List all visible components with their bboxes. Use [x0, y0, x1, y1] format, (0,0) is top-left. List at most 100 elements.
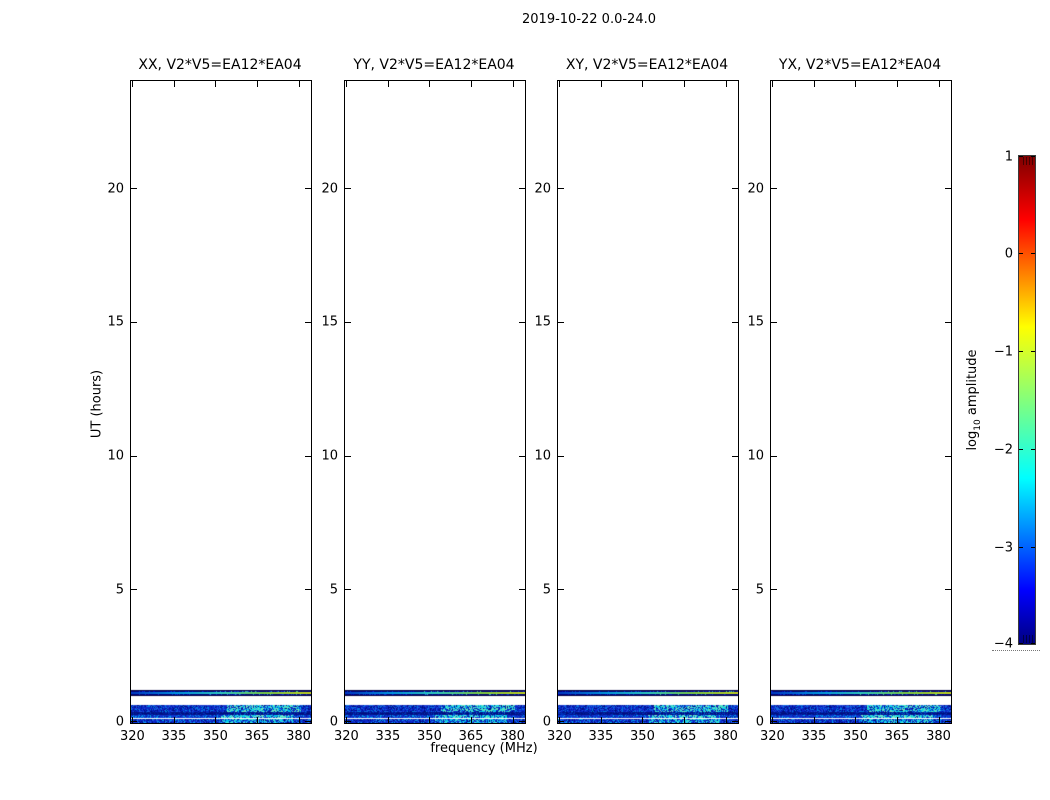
x-tick-label: 335 [161, 729, 187, 744]
y-tick [771, 188, 777, 189]
plot-area: 320 335 350 365 380 0 5 10 15 20 [107, 80, 312, 744]
x-tick [684, 717, 685, 723]
colorbar-tick [1031, 156, 1035, 157]
y-tick-label: 0 [329, 714, 338, 729]
panel-title: XY, V2*V5=EA12*EA04 [565, 57, 729, 73]
x-tick [855, 81, 857, 87]
x-tick-label: 335 [375, 729, 401, 744]
y-tick-label: 20 [107, 181, 124, 196]
y-tick [519, 188, 525, 189]
y-tick [305, 721, 311, 722]
colorbar-tick [1019, 449, 1023, 450]
heatmap-panel-xx: XX, V2*V5=EA12*EA04 320 335 350 365 380 0 5 10 1… [107, 57, 312, 744]
x-tick-label: 365 [458, 729, 484, 744]
x-tick-label: 365 [244, 729, 270, 744]
x-tick [429, 717, 431, 723]
y-tick [345, 188, 351, 189]
colorbar-label-prefix: log [965, 430, 981, 451]
x-tick [897, 81, 898, 87]
x-tick [132, 81, 134, 87]
x-tick [471, 717, 472, 723]
y-tick-label: 20 [747, 181, 764, 196]
y-tick-label: 10 [107, 448, 124, 464]
y-tick [519, 721, 525, 722]
x-tick [772, 81, 774, 87]
x-tick-label: 335 [588, 729, 614, 744]
colorbar-bottom-hatch-marks [1021, 635, 1033, 643]
colorbar-extend-dotted-line [992, 650, 1040, 651]
y-tick-label: 10 [747, 448, 764, 464]
x-tick [298, 717, 300, 723]
y-tick [519, 321, 525, 323]
colorbar-tick [1019, 253, 1023, 254]
colorbar-tick [1019, 351, 1023, 352]
colorbar-top-hatch-marks [1021, 157, 1033, 165]
x-tick [429, 81, 431, 87]
colorbar-wrap: 1 0 −1 −2 −3 −4 [994, 149, 1036, 651]
colorbar [1018, 155, 1036, 645]
x-tick [298, 81, 300, 87]
x-tick [813, 717, 815, 723]
y-tick-label: 5 [542, 582, 551, 598]
colorbar-tick [1019, 156, 1023, 157]
x-tick-label: 350 [630, 729, 655, 744]
x-tick-label: 350 [203, 729, 228, 744]
x-tick [559, 81, 561, 87]
x-tick [725, 717, 727, 723]
x-tick [642, 81, 644, 87]
y-tick-label: 10 [321, 448, 338, 464]
y-tick-label: 5 [115, 582, 124, 598]
x-tick-label: 320 [546, 729, 572, 744]
colorbar-tick-label: −2 [993, 442, 1013, 457]
x-tick [813, 81, 815, 87]
y-tick [305, 321, 311, 323]
y-tick-label: 0 [115, 714, 124, 729]
x-tick [257, 717, 258, 723]
panel-title: YY, V2*V5=EA12*EA04 [353, 57, 515, 73]
y-tick [732, 721, 738, 722]
colorbar-tick-label: −3 [993, 540, 1013, 555]
y-tick [558, 188, 564, 189]
y-tick [945, 321, 951, 323]
y-tick [732, 188, 738, 189]
y-tick-label: 15 [107, 314, 124, 330]
y-tick-label: 15 [534, 314, 551, 330]
x-tick [642, 717, 644, 723]
panel-title: YX, V2*V5=EA12*EA04 [778, 57, 942, 73]
x-tick [346, 81, 348, 87]
x-tick-label: 320 [333, 729, 359, 744]
y-tick [345, 455, 351, 457]
x-tick [725, 81, 727, 87]
x-tick [173, 717, 175, 723]
y-axis-label: UT (hours) [89, 369, 105, 439]
colorbar-tick [1031, 351, 1035, 352]
y-tick-label: 5 [755, 582, 764, 598]
y-tick [732, 455, 738, 457]
y-tick [305, 455, 311, 457]
x-tick [600, 717, 602, 723]
x-tick [559, 717, 561, 723]
heatmap-canvas [558, 81, 738, 723]
y-tick [519, 589, 525, 591]
y-tick [131, 589, 137, 591]
y-tick-label: 15 [747, 314, 764, 330]
colorbar-label-subscript: 10 [972, 419, 983, 431]
x-tick-label: 350 [843, 729, 868, 744]
colorbar-tick [1031, 643, 1035, 644]
x-tick [772, 717, 774, 723]
x-tick-label: 350 [417, 729, 442, 744]
x-axis-label: frequency (MHz) [430, 741, 538, 756]
colorbar-tick-label: 1 [1004, 149, 1013, 164]
y-tick [345, 589, 351, 591]
y-tick [945, 455, 951, 457]
x-tick-label: 380 [500, 729, 525, 744]
x-tick-label: 380 [926, 729, 951, 744]
colorbar-tick [1031, 253, 1035, 254]
y-tick [519, 455, 525, 457]
y-tick [305, 188, 311, 189]
x-tick [346, 717, 348, 723]
heatmap-panel-yx: YX, V2*V5=EA12*EA04 320 335 350 365 380 0 5 10 1… [747, 57, 952, 744]
heatmap-canvas [345, 81, 525, 723]
x-tick-label: 365 [884, 729, 910, 744]
